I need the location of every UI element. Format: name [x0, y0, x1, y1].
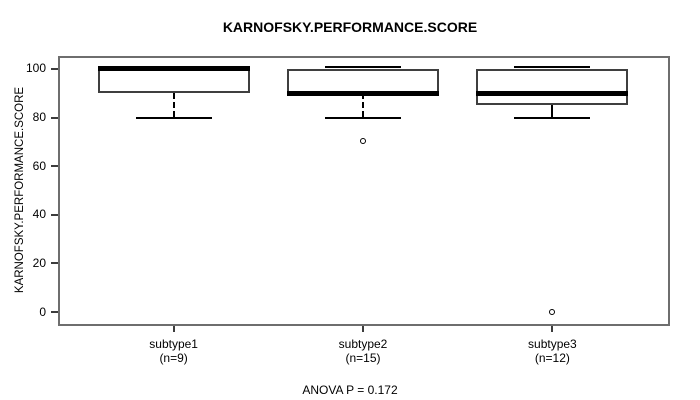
box	[287, 68, 439, 94]
whisker-line	[172, 93, 175, 117]
median-line	[287, 90, 439, 96]
y-tick-label: 20	[32, 255, 46, 270]
whisker-line	[362, 93, 364, 117]
x-tick-mark	[362, 326, 364, 332]
x-category-n: (n=9)	[159, 350, 188, 365]
x-category-name: subtype1	[149, 337, 198, 351]
y-tick-mark	[51, 165, 58, 168]
x-category-n: (n=12)	[534, 350, 570, 365]
y-tick-mark	[51, 311, 58, 314]
y-tick-mark	[51, 262, 58, 265]
x-tick-mark	[172, 326, 175, 332]
whisker-cap	[135, 116, 212, 119]
y-tick-mark	[51, 116, 58, 119]
box	[97, 68, 250, 94]
outlier-point	[548, 308, 555, 315]
x-category-name: subtype3	[528, 337, 577, 351]
y-tick-label: 0	[39, 304, 46, 319]
x-category-name: subtype2	[338, 337, 388, 351]
y-tick-label: 40	[32, 207, 46, 222]
x-tick-mark	[551, 326, 554, 332]
anova-annotation: ANOVA P = 0.172	[302, 383, 398, 397]
box	[476, 68, 629, 106]
outlier-point	[359, 138, 366, 145]
x-category-n: (n=15)	[345, 350, 381, 365]
median-line	[476, 90, 629, 96]
whisker-cap	[514, 65, 591, 68]
whisker-cap	[325, 65, 401, 68]
chart-title: KARNOFSKY.PERFORMANCE.SCORE	[222, 19, 478, 35]
y-tick-mark	[51, 213, 58, 216]
median-line	[97, 66, 250, 72]
x-category-label: subtype2 (n=15)	[288, 337, 438, 365]
whisker-cap	[514, 116, 591, 119]
y-tick-label: 100	[25, 61, 46, 76]
y-tick-mark	[51, 67, 58, 70]
y-tick-label: 60	[32, 158, 46, 173]
whisker-line	[551, 105, 554, 117]
y-tick-label: 80	[32, 110, 46, 125]
x-category-label: subtype3 (n=12)	[477, 337, 627, 365]
whisker-cap	[325, 116, 401, 119]
x-category-label: subtype1 (n=9)	[99, 337, 249, 365]
